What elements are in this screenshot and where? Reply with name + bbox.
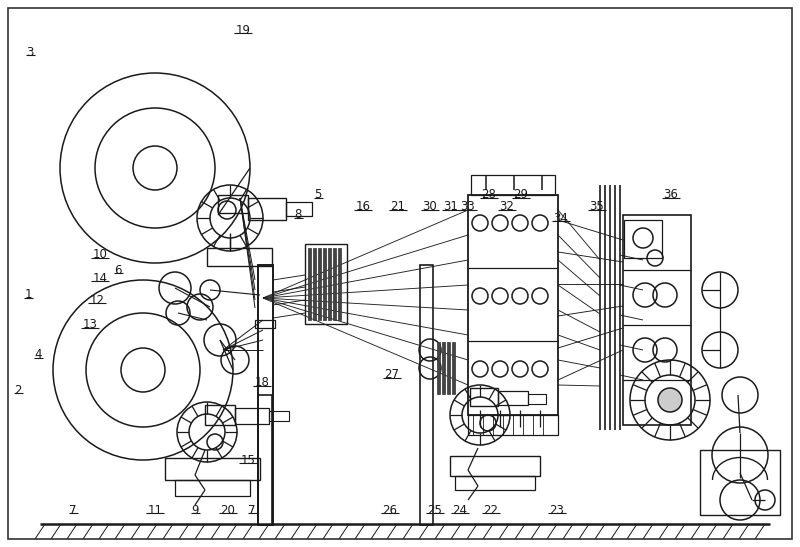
Text: 20: 20 (221, 503, 235, 516)
Text: 23: 23 (550, 503, 565, 516)
Bar (328, 248, 331, 320)
Text: 12: 12 (90, 294, 105, 306)
Text: 7: 7 (70, 503, 77, 516)
Text: 34: 34 (554, 212, 569, 224)
Text: 9: 9 (191, 503, 198, 516)
Bar (437, 342, 440, 394)
Text: 5: 5 (314, 189, 322, 201)
Bar (207, 248, 272, 266)
Text: 14: 14 (93, 271, 107, 284)
Bar (420, 265, 433, 525)
Bar (218, 195, 248, 213)
Text: 11: 11 (147, 503, 162, 516)
Text: 16: 16 (355, 201, 370, 213)
Bar (248, 198, 286, 220)
Text: 33: 33 (461, 201, 475, 213)
Bar (323, 248, 326, 320)
Bar (470, 388, 498, 406)
Bar (455, 476, 535, 490)
Bar (452, 342, 455, 394)
Bar (318, 248, 321, 320)
Text: 19: 19 (235, 24, 250, 37)
Bar (624, 220, 662, 258)
Bar (468, 195, 558, 415)
Text: 27: 27 (385, 369, 399, 381)
Bar (205, 405, 235, 425)
Bar (258, 265, 273, 525)
Bar (468, 415, 558, 435)
Bar (286, 202, 312, 216)
Text: 3: 3 (26, 45, 34, 59)
Text: 7: 7 (248, 503, 256, 516)
Bar (338, 248, 341, 320)
Bar (442, 342, 445, 394)
Text: 13: 13 (82, 318, 98, 331)
Text: 24: 24 (453, 503, 467, 516)
Text: 8: 8 (294, 208, 302, 222)
Text: 10: 10 (93, 248, 107, 261)
Text: 26: 26 (382, 503, 398, 516)
Bar (235, 408, 269, 424)
Bar (313, 248, 316, 320)
Text: 4: 4 (34, 348, 42, 362)
Text: 31: 31 (443, 201, 458, 213)
Bar (623, 215, 691, 425)
Text: 1: 1 (24, 288, 32, 301)
Text: 15: 15 (241, 453, 255, 467)
Bar (528, 394, 546, 404)
Bar (258, 395, 272, 525)
Text: 25: 25 (427, 503, 442, 516)
Text: 32: 32 (499, 201, 514, 213)
Text: 22: 22 (483, 503, 498, 516)
Bar (165, 458, 260, 480)
Text: 28: 28 (482, 189, 497, 201)
Bar (450, 456, 540, 476)
Text: 21: 21 (390, 201, 406, 213)
Text: 35: 35 (590, 201, 604, 213)
Bar (471, 175, 555, 195)
Bar (258, 265, 273, 525)
Bar (447, 342, 450, 394)
Bar (333, 248, 336, 320)
Bar (175, 480, 250, 496)
Text: 2: 2 (14, 383, 22, 397)
Bar (498, 391, 528, 405)
Text: 30: 30 (422, 201, 438, 213)
Text: 6: 6 (114, 264, 122, 276)
Text: 18: 18 (254, 376, 270, 389)
Circle shape (658, 388, 682, 412)
Bar (269, 411, 289, 421)
Text: 29: 29 (514, 189, 529, 201)
Bar (700, 450, 780, 515)
Bar (255, 320, 275, 328)
Bar (305, 244, 347, 324)
Text: 36: 36 (663, 189, 678, 201)
Bar (308, 248, 311, 320)
